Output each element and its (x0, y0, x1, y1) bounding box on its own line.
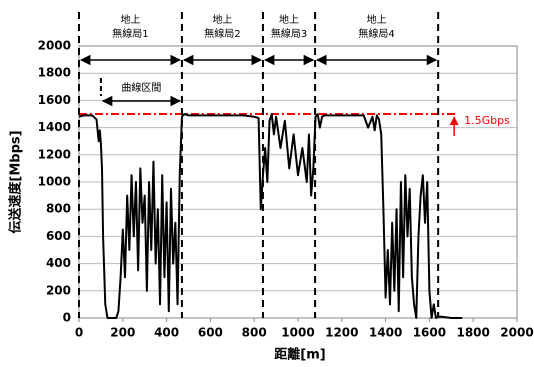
y-tick-label: 400 (46, 256, 71, 270)
station-label: 無線局3 (271, 27, 307, 40)
x-tick-label: 1600 (413, 326, 446, 340)
y-tick-label: 600 (46, 229, 71, 243)
y-tick-label: 1600 (38, 93, 71, 107)
x-tick-label: 200 (110, 326, 135, 340)
y-tick-label: 1200 (38, 147, 71, 161)
y-tick-label: 1000 (38, 175, 71, 189)
x-tick-label: 400 (154, 326, 179, 340)
y-tick-label: 200 (46, 283, 71, 297)
curve-section-label: 曲線区間 (121, 81, 161, 94)
x-tick-label: 0 (75, 326, 83, 340)
station-label: 地上 (120, 13, 140, 26)
x-tick-label: 1200 (325, 326, 358, 340)
station-label: 無線局1 (112, 27, 148, 40)
x-tick-label: 600 (198, 326, 223, 340)
y-tick-label: 1800 (38, 66, 71, 80)
y-tick-label: 0 (63, 311, 71, 325)
x-tick-label: 1400 (369, 326, 402, 340)
data-line (78, 113, 463, 319)
station-label: 地上 (279, 13, 299, 26)
y-axis-label: 伝送速度[Mbps] (8, 130, 24, 233)
y-tick-label: 1400 (38, 120, 71, 134)
threshold-label: 1.5Gbps (464, 114, 510, 127)
station-label: 地上 (212, 13, 232, 26)
x-tick-label: 2000 (500, 326, 533, 340)
x-tick-label: 1800 (456, 326, 489, 340)
x-tick-label: 800 (242, 326, 267, 340)
x-axis-label: 距離[m] (274, 347, 325, 363)
y-tick-label: 800 (46, 202, 71, 216)
station-label: 無線局4 (358, 27, 394, 40)
station-label: 地上 (367, 13, 387, 26)
station-label: 無線局2 (204, 27, 240, 40)
x-tick-label: 1000 (281, 326, 314, 340)
y-tick-label: 2000 (38, 39, 71, 53)
